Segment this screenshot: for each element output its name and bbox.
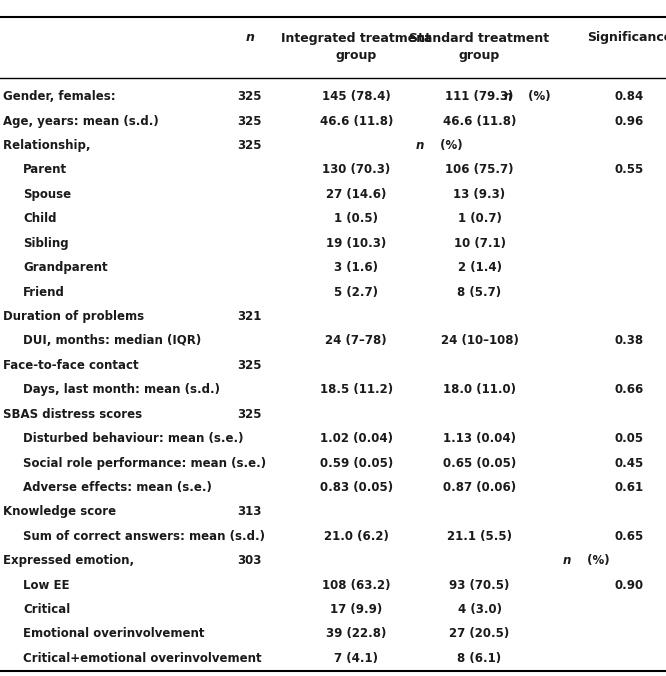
Text: 5 (2.7): 5 (2.7) [334,285,378,299]
Text: 93 (70.5): 93 (70.5) [450,579,509,592]
Text: Sibling: Sibling [23,237,69,249]
Text: 21.0 (6.2): 21.0 (6.2) [324,530,389,543]
Text: Friend: Friend [23,285,65,299]
Text: Low EE: Low EE [23,579,70,592]
Text: 8 (6.1): 8 (6.1) [458,652,501,665]
Text: 325: 325 [238,359,262,372]
Text: Gender, females:: Gender, females: [3,90,120,103]
Text: Child: Child [23,212,57,225]
Text: 19 (10.3): 19 (10.3) [326,237,386,249]
Text: 325: 325 [238,139,262,152]
Text: 0.61: 0.61 [615,481,644,494]
Text: 325: 325 [238,90,262,103]
Text: n: n [563,554,571,567]
Text: DUI, months: median (IQR): DUI, months: median (IQR) [23,335,202,347]
Text: Face-to-face contact: Face-to-face contact [3,359,139,372]
Text: 27 (14.6): 27 (14.6) [326,188,386,201]
Text: 3 (1.6): 3 (1.6) [334,261,378,274]
Text: 0.90: 0.90 [615,579,644,592]
Text: Expressed emotion,: Expressed emotion, [3,554,139,567]
Text: Social role performance: mean (s.e.): Social role performance: mean (s.e.) [23,456,266,470]
Text: Integrated treatment
group: Integrated treatment group [281,32,432,62]
Text: (%): (%) [583,554,610,567]
Text: 24 (7–78): 24 (7–78) [326,335,387,347]
Text: n: n [503,90,512,103]
Text: 1.13 (0.04): 1.13 (0.04) [443,432,516,445]
Text: 1 (0.7): 1 (0.7) [458,212,501,225]
Text: 2 (1.4): 2 (1.4) [458,261,501,274]
Text: (%): (%) [436,139,463,152]
Text: Adverse effects: mean (s.e.): Adverse effects: mean (s.e.) [23,481,212,494]
Text: Relationship,: Relationship, [3,139,95,152]
Text: 0.87 (0.06): 0.87 (0.06) [443,481,516,494]
Text: Critical: Critical [23,603,71,616]
Text: Spouse: Spouse [23,188,71,201]
Text: 13 (9.3): 13 (9.3) [454,188,505,201]
Text: Age, years: mean (s.d.): Age, years: mean (s.d.) [3,115,159,128]
Text: 0.66: 0.66 [615,383,644,396]
Text: Duration of problems: Duration of problems [3,310,145,323]
Text: Parent: Parent [23,164,67,176]
Text: 0.83 (0.05): 0.83 (0.05) [320,481,393,494]
Text: Days, last month: mean (s.d.): Days, last month: mean (s.d.) [23,383,220,396]
Text: 4 (3.0): 4 (3.0) [458,603,501,616]
Text: 1.02 (0.04): 1.02 (0.04) [320,432,393,445]
Text: 303: 303 [238,554,262,567]
Text: n: n [245,30,254,44]
Text: Critical+emotional overinvolvement: Critical+emotional overinvolvement [23,652,262,665]
Text: 27 (20.5): 27 (20.5) [450,627,509,640]
Text: 17 (9.9): 17 (9.9) [330,603,382,616]
Text: 0.84: 0.84 [615,90,644,103]
Text: Disturbed behaviour: mean (s.e.): Disturbed behaviour: mean (s.e.) [23,432,244,445]
Text: 106 (75.7): 106 (75.7) [446,164,513,176]
Text: 21.1 (5.5): 21.1 (5.5) [447,530,512,543]
Text: 0.59 (0.05): 0.59 (0.05) [320,456,393,470]
Text: Standard treatment
group: Standard treatment group [410,32,549,62]
Text: 325: 325 [238,115,262,128]
Text: 0.38: 0.38 [615,335,644,347]
Text: 0.65: 0.65 [615,530,644,543]
Text: (%): (%) [524,90,551,103]
Text: 10 (7.1): 10 (7.1) [454,237,505,249]
Text: 0.96: 0.96 [615,115,644,128]
Text: 39 (22.8): 39 (22.8) [326,627,386,640]
Text: 111 (79.3): 111 (79.3) [446,90,513,103]
Text: 313: 313 [238,506,262,518]
Text: Sum of correct answers: mean (s.d.): Sum of correct answers: mean (s.d.) [23,530,265,543]
Text: Grandparent: Grandparent [23,261,108,274]
Text: 130 (70.3): 130 (70.3) [322,164,390,176]
Text: 46.6 (11.8): 46.6 (11.8) [320,115,393,128]
Text: 0.05: 0.05 [615,432,644,445]
Text: 46.6 (11.8): 46.6 (11.8) [443,115,516,128]
Text: 145 (78.4): 145 (78.4) [322,90,391,103]
Text: 0.65 (0.05): 0.65 (0.05) [443,456,516,470]
Text: Knowledge score: Knowledge score [3,506,117,518]
Text: 8 (5.7): 8 (5.7) [458,285,501,299]
Text: 24 (10–108): 24 (10–108) [441,335,518,347]
Text: SBAS distress scores: SBAS distress scores [3,408,143,420]
Text: 1 (0.5): 1 (0.5) [334,212,378,225]
Text: 108 (63.2): 108 (63.2) [322,579,390,592]
Text: 18.0 (11.0): 18.0 (11.0) [443,383,516,396]
Text: 7 (4.1): 7 (4.1) [334,652,378,665]
Text: 0.55: 0.55 [615,164,644,176]
Text: 321: 321 [238,310,262,323]
Text: 325: 325 [238,408,262,420]
Text: 0.45: 0.45 [615,456,644,470]
Text: Emotional overinvolvement: Emotional overinvolvement [23,627,205,640]
Text: 18.5 (11.2): 18.5 (11.2) [320,383,393,396]
Text: n: n [416,139,424,152]
Text: Significance: Significance [587,30,666,44]
